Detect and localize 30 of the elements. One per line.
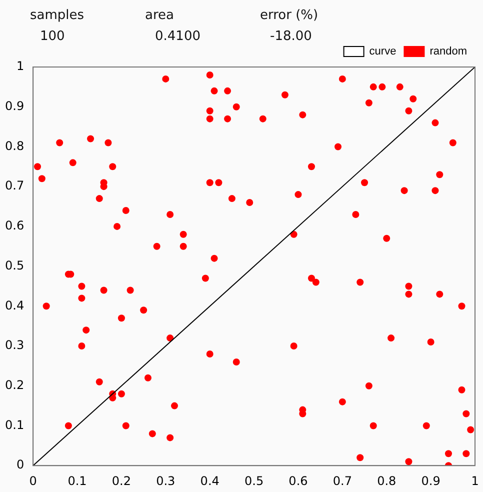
text: samples [30,8,86,23]
x-tick-label: 0.9 [421,474,440,488]
y-tick-label: 0.7 [4,178,24,193]
text: 0.4100 [154,29,202,44]
y-tick-label: 0.8 [4,138,24,153]
y-tick-label: 0.6 [4,218,24,233]
x-tick-label: 0.8 [377,474,396,488]
text: area [145,8,175,23]
y-tick-label: 0.2 [4,378,24,392]
x-tick-label: 0.6 [288,474,308,488]
text: 100 [39,29,66,44]
y-tick-label: 0.4 [4,298,24,312]
y-tick-label: 0.5 [4,258,24,272]
x-tick-label: 0.5 [244,474,264,488]
y-tick-label: 1 [16,59,24,74]
x-tick-label: 0.3 [156,474,176,488]
y-tick-label: 0.3 [4,338,24,352]
y-tick-label: 0 [16,458,24,472]
text: error (%) [260,8,320,23]
x-tick-label: 0.4 [200,474,220,488]
x-tick-label: 0 [29,474,37,488]
x-tick-label: 1 [471,474,479,488]
x-tick-label: 0.2 [112,474,132,488]
y-tick-label: 0.1 [4,418,24,432]
y-tick-label: 0.9 [4,98,24,113]
x-tick-label: 0.1 [68,474,87,488]
legend-label: curve [369,46,396,58]
text: -18.00 [269,29,313,44]
legend-label: random [430,46,467,58]
x-tick-label: 0.7 [332,474,352,488]
